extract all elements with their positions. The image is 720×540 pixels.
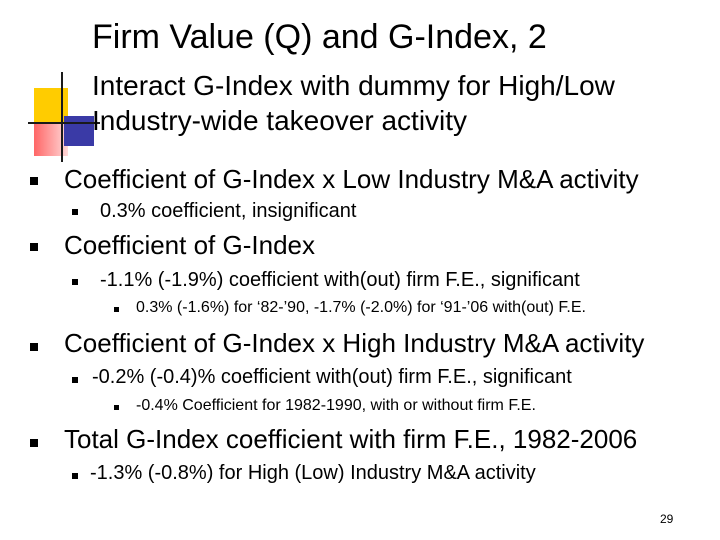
page-number: 29 [660, 512, 674, 526]
logo-blue-square [64, 116, 94, 146]
bullet-square-icon [72, 377, 78, 383]
logo-horizontal-line [28, 122, 100, 124]
bullet-square-icon [30, 343, 38, 351]
slide-title: Firm Value (Q) and G-Index, 2 [92, 18, 547, 56]
subtitle-line-2: Industry-wide takeover activity [92, 105, 468, 136]
bullet-square-icon [114, 307, 119, 312]
logo-vertical-line [61, 72, 63, 162]
bullet-square-icon [30, 177, 38, 185]
bullet-level1: Total G-Index coefficient with firm F.E.… [64, 424, 638, 454]
bullet-square-icon [72, 279, 78, 285]
bullet-level2: 0.3% coefficient, insignificant [100, 200, 357, 222]
bullet-square-icon [72, 209, 78, 215]
bullet-level3: -0.4% Coefficient for 1982-1990, with or… [136, 397, 536, 414]
bullet-level2: -0.2% (-0.4)% coefficient with(out) firm… [92, 366, 572, 388]
bullet-square-icon [114, 405, 119, 410]
bullet-level2: -1.3% (-0.8%) for High (Low) Industry M&… [90, 462, 536, 484]
bullet-level3: 0.3% (-1.6%) for ‘82-’90, -1.7% (-2.0%) … [136, 299, 586, 316]
slide-logo [28, 72, 100, 162]
bullet-level2: -1.1% (-1.9%) coefficient with(out) firm… [100, 269, 580, 291]
bullet-level1: Coefficient of G-Index [64, 230, 315, 260]
bullet-square-icon [30, 439, 38, 447]
bullet-level1: Coefficient of G-Index x High Industry M… [64, 328, 645, 358]
bullet-square-icon [30, 243, 38, 251]
subtitle-line-1: Interact G-Index with dummy for High/Low [92, 70, 615, 101]
bullet-level1: Coefficient of G-Index x Low Industry M&… [64, 164, 639, 194]
bullet-square-icon [72, 473, 78, 479]
slide-subtitle: Interact G-Index with dummy for High/Low… [92, 68, 615, 138]
